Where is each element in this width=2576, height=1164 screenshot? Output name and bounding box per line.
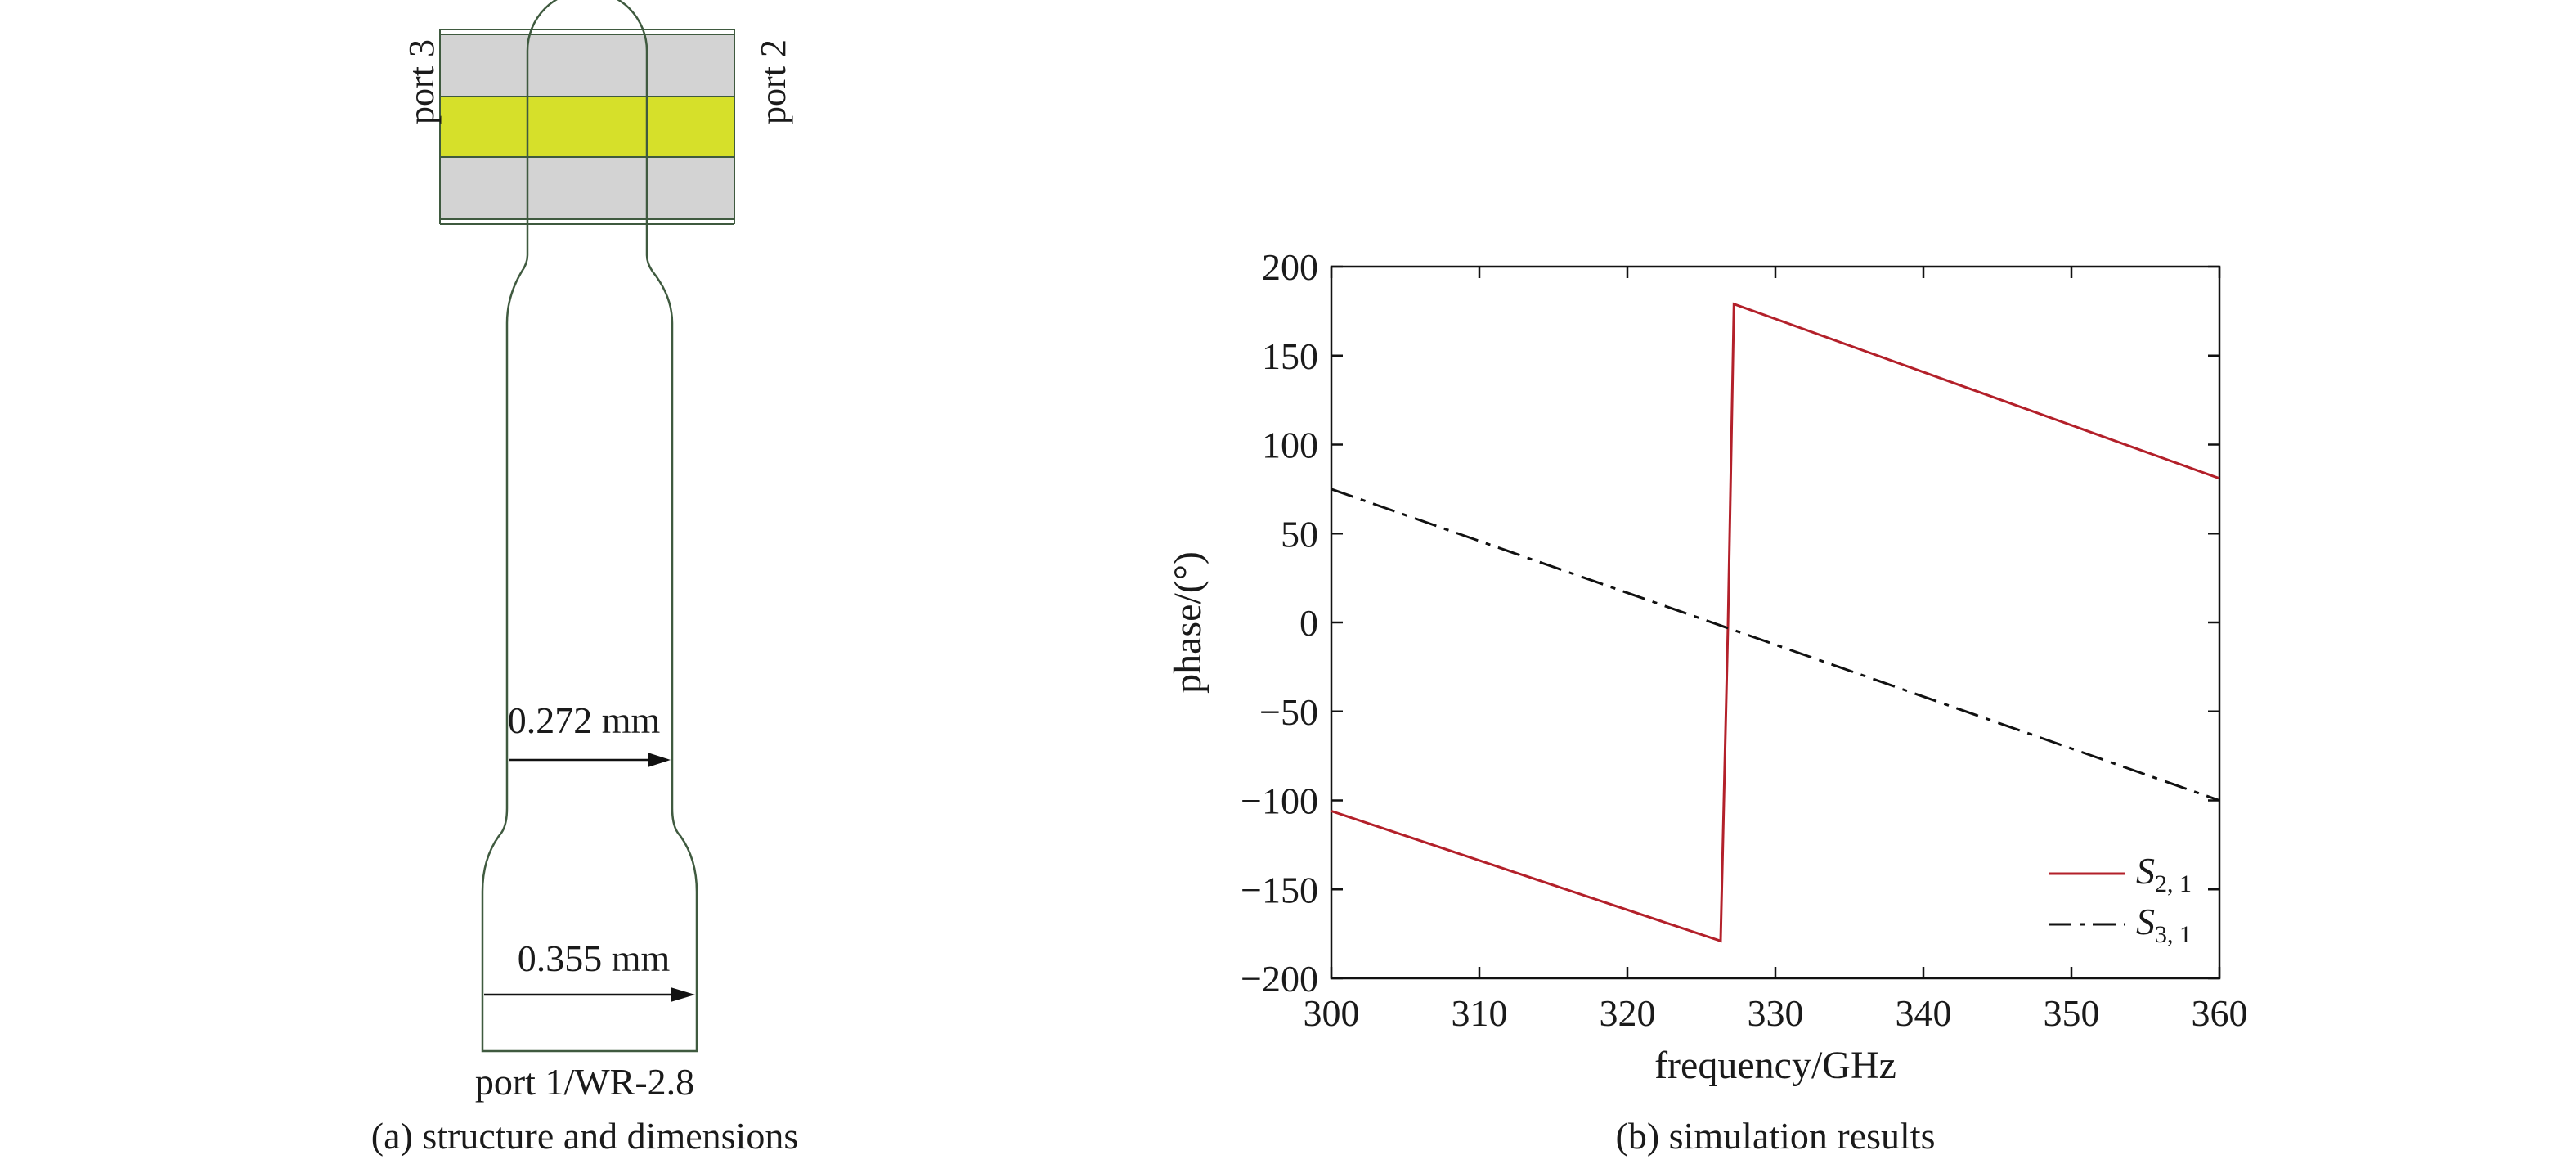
waveguide-outline (481, 0, 698, 1053)
legend-label-s21: S2, 1 (2136, 850, 2192, 897)
x-axis-label: frequency/GHz (1654, 1044, 1896, 1087)
legend: S2, 1 S3, 1 (2049, 850, 2192, 948)
caption-a: (a) structure and dimensions (371, 1115, 798, 1157)
y-axis-ticks: 200 150 100 50 0 −50 −100 −150 −200 (1241, 246, 2219, 1000)
x-axis-ticks: 300 310 320 330 340 350 360 (1304, 267, 2248, 1034)
y-tick-label: −150 (1241, 869, 1318, 910)
substrate-top-gray (439, 34, 735, 97)
dimension-inner-label: 0.272 mm (508, 699, 661, 741)
y-tick-label: 150 (1262, 335, 1318, 377)
plot-frame (1330, 265, 2221, 980)
legend-label-s31: S3, 1 (2136, 901, 2192, 948)
x-tick-label: 330 (1748, 992, 1804, 1034)
x-tick-label: 360 (2192, 992, 2248, 1034)
port-1-label: port 1/WR-2.8 (475, 1061, 694, 1103)
series-line-s21 (1331, 302, 2220, 943)
x-tick-label: 340 (1896, 992, 1952, 1034)
x-tick-label: 300 (1304, 992, 1360, 1034)
caption-b: (b) simulation results (1616, 1115, 1936, 1157)
substrate-yellow-strip (439, 96, 735, 158)
dimension-outer-label: 0.355 mm (518, 937, 671, 979)
y-tick-label: −200 (1241, 958, 1318, 1000)
y-tick-label: 0 (1299, 602, 1318, 644)
substrate-bottom-gray (439, 156, 735, 220)
x-tick-label: 310 (1452, 992, 1508, 1034)
y-tick-label: −100 (1241, 780, 1318, 822)
y-tick-label: 200 (1262, 246, 1318, 288)
series-line-s31 (1331, 488, 2220, 802)
structure-panel: port 3 port 2 0.272 mm 0.355 mm port 1/W… (371, 0, 798, 1157)
y-tick-label: −50 (1259, 691, 1318, 733)
y-tick-label: 50 (1281, 513, 1318, 555)
x-tick-label: 320 (1600, 992, 1656, 1034)
dimension-inner-arrowhead (648, 753, 671, 767)
dimension-outer-arrowhead (671, 987, 695, 1002)
series-layer (1331, 302, 2220, 943)
x-tick-label: 350 (2044, 992, 2100, 1034)
port-2-label: port 2 (753, 39, 793, 124)
y-tick-label: 100 (1262, 425, 1318, 466)
port-3-label: port 3 (402, 39, 442, 124)
chart-panel: 200 150 100 50 0 −50 −100 −150 −200 300 310 320 330… (1166, 246, 2248, 1157)
y-axis-label: phase/(°) (1166, 551, 1209, 694)
